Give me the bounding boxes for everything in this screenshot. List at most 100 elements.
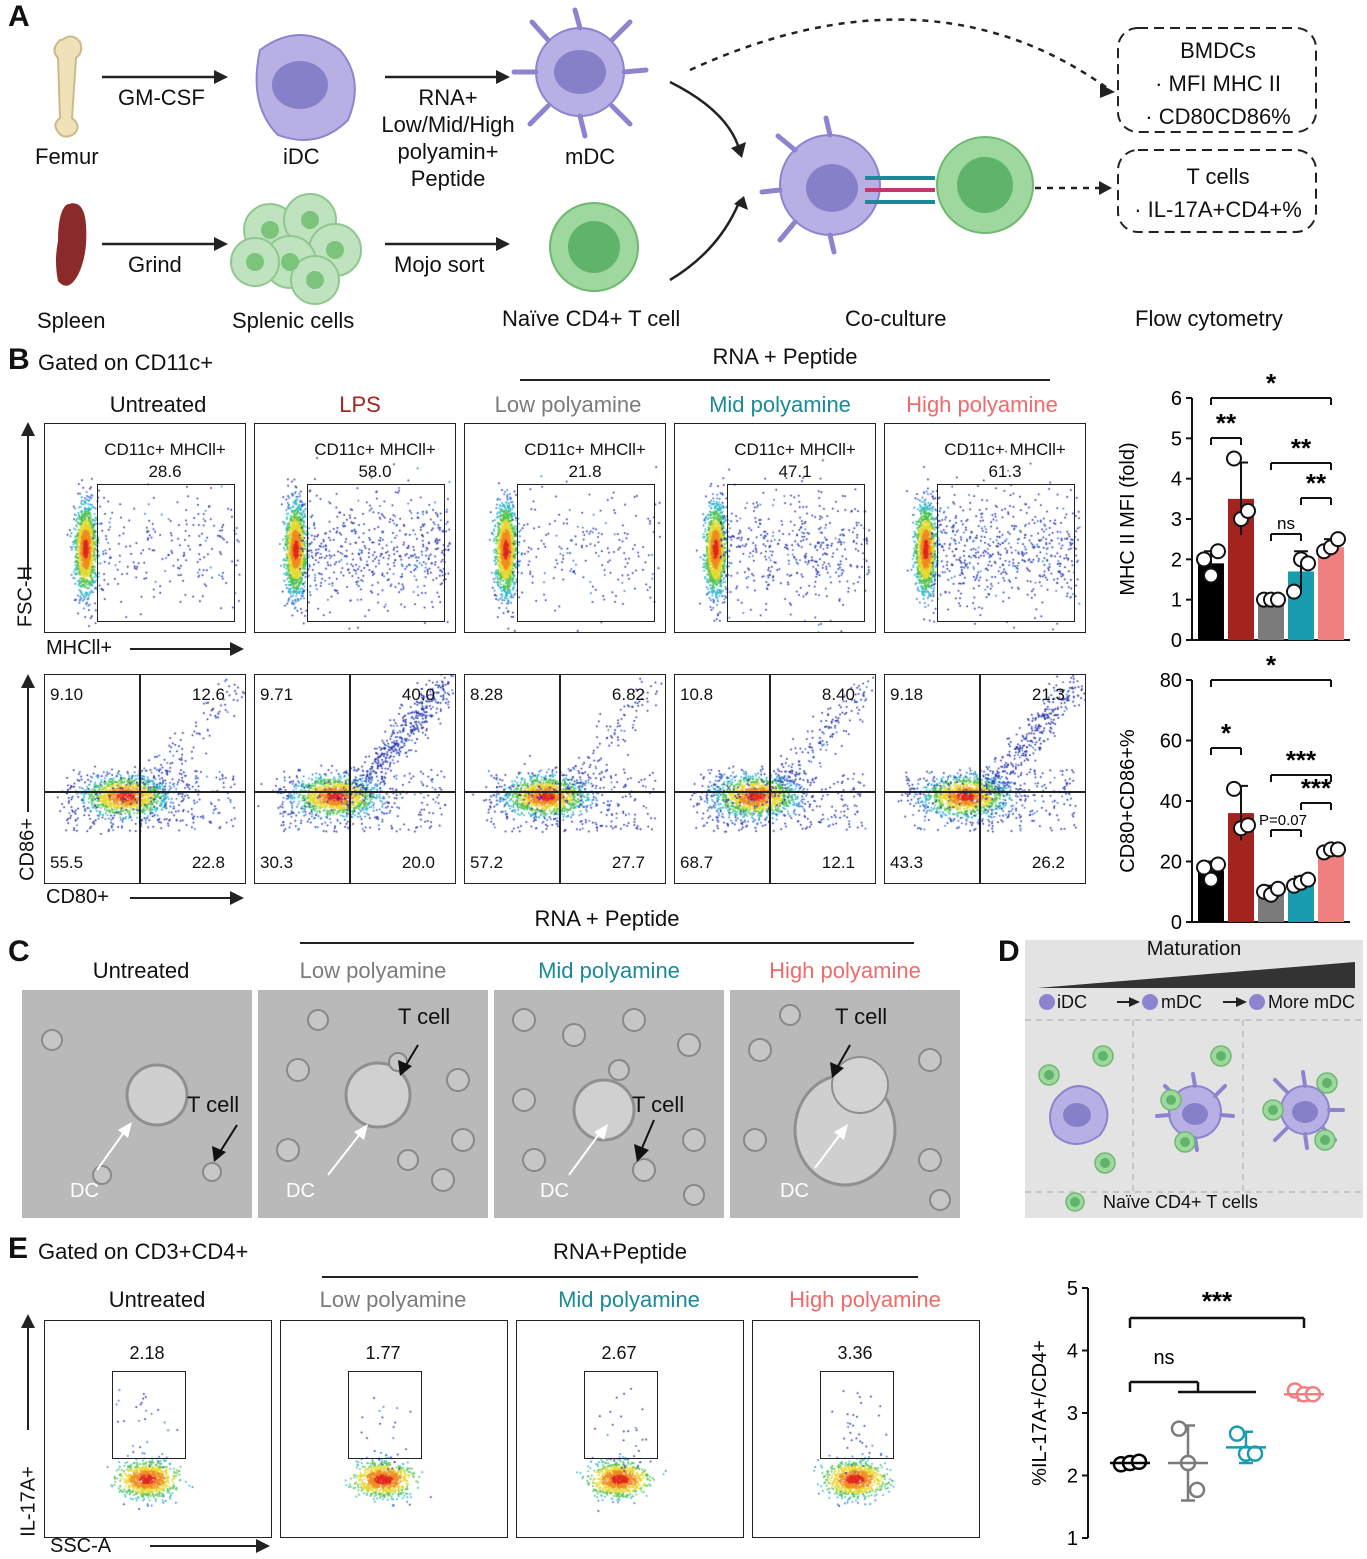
rna-peptide-header-c: RNA + Peptide xyxy=(534,906,680,931)
significance-label: *** xyxy=(1286,745,1317,775)
y-tick-label: 4 xyxy=(1171,469,1182,491)
stage-mdc: mDC xyxy=(1161,992,1202,1012)
gate-label: CD11c+ MHCll+ xyxy=(944,440,1066,459)
gmcsf-label: GM-CSF xyxy=(118,85,205,110)
coculture-label: Co-culture xyxy=(845,306,947,331)
group-untreated-e: Untreated xyxy=(108,1287,206,1312)
spleen-icon xyxy=(56,203,87,286)
significance-label: * xyxy=(1266,650,1277,680)
quadrant-vline xyxy=(139,675,141,883)
group-untreated-c: Untreated xyxy=(92,958,190,983)
q-ur: 8.40 xyxy=(821,685,855,704)
panel-label-a: A xyxy=(8,0,30,33)
data-point xyxy=(1170,1420,1188,1437)
dot-density-canvas xyxy=(465,675,665,883)
dot-density-canvas xyxy=(517,1321,743,1537)
group-low-c: Low polyamine xyxy=(299,958,447,983)
dc-label: DC xyxy=(540,1180,569,1202)
idc-icon xyxy=(255,34,356,141)
q-ul: 9.71 xyxy=(260,685,294,704)
q-ll: 30.3 xyxy=(260,853,294,872)
micrograph-high: T cell DC xyxy=(730,990,960,1218)
dot-density-canvas xyxy=(255,424,455,632)
gate-label: CD11c+ MHCll+ xyxy=(104,440,226,459)
panel-label-d: D xyxy=(998,935,1020,968)
gate-value: 1.77 xyxy=(365,1343,401,1363)
significance-label: * xyxy=(1221,718,1232,748)
mhc-plot-untreated: CD11c+ MHCll+ 28.6 xyxy=(44,423,246,633)
cd80-row-axes xyxy=(21,674,244,905)
axis-cd80-label: CD80+ xyxy=(46,886,109,908)
mhc-row-axes xyxy=(21,422,244,656)
splenic-cells-icon xyxy=(230,193,362,305)
q-lr: 26.2 xyxy=(1031,853,1065,872)
bar-high-polyamine xyxy=(1318,850,1344,922)
q-ll: 57.2 xyxy=(470,853,504,872)
y-tick-label: 1 xyxy=(1171,590,1182,612)
bar-high-polyamine xyxy=(1318,547,1344,640)
il17-plot-mid: 2.67 xyxy=(516,1320,744,1538)
group-mid-e: Mid polyamine xyxy=(558,1287,700,1312)
panel-label-b: B xyxy=(8,343,30,376)
idc-label: iDC xyxy=(283,144,320,169)
dot-density-canvas xyxy=(885,424,1085,632)
data-point xyxy=(1203,871,1219,888)
panel-a-schematic xyxy=(53,7,1317,305)
axis-cd86-label: CD86+ xyxy=(16,818,39,881)
micrograph-cells xyxy=(743,1004,951,1211)
data-point xyxy=(1188,1481,1206,1499)
cd80-plot-high: 9.18 21.3 43.3 26.2 xyxy=(884,674,1086,884)
naive-legend: Naïve CD4+ T cells xyxy=(1103,1192,1258,1212)
data-point xyxy=(1246,1445,1264,1462)
data-point xyxy=(1300,555,1316,572)
y-tick-label: 40 xyxy=(1160,791,1182,813)
gate-value: 47.1 xyxy=(778,462,812,481)
q-ur: 21.3 xyxy=(1031,685,1065,704)
data-point xyxy=(1203,567,1219,584)
axis-il17-label: IL-17A+ xyxy=(17,1466,40,1537)
bmdc-readout-box: BMDCs · MFI MHC II · CD80CD86% xyxy=(1145,38,1291,129)
dc-label: DC xyxy=(286,1180,315,1202)
mhc-plot-mid: CD11c+ MHCll+ 47.1 xyxy=(674,423,876,633)
quadrant-hline xyxy=(45,791,245,793)
data-point xyxy=(1330,531,1346,548)
data-point xyxy=(1210,543,1226,560)
q-lr: 22.8 xyxy=(191,853,225,872)
data-point xyxy=(1196,551,1212,568)
group-untreated-b: Untreated xyxy=(109,392,207,417)
dot-density-canvas xyxy=(281,1321,507,1537)
significance-label: ** xyxy=(1216,408,1237,438)
gate-label: CD11c+ MHCll+ xyxy=(734,440,856,459)
il17-plot-low: 1.77 xyxy=(280,1320,508,1538)
gate-value: 3.36 xyxy=(837,1343,873,1363)
header-rule-c xyxy=(300,942,914,944)
dot-density-canvas xyxy=(45,1321,271,1537)
micrograph-untreated: T cell DC xyxy=(22,990,252,1218)
gate-box xyxy=(97,484,235,622)
group-high-c: High polyamine xyxy=(769,958,921,983)
micrograph-low: T cell DC xyxy=(258,990,488,1218)
maturation-diagram: Maturation iDC mDC More mDC Naïve CD4+ T… xyxy=(1025,938,1363,1218)
q-lr: 12.1 xyxy=(821,853,855,872)
q-lr: 20.0 xyxy=(401,853,435,872)
tcell-label: T cell xyxy=(187,1092,240,1117)
q-ur: 12.6 xyxy=(191,685,225,704)
y-tick-label: 0 xyxy=(1171,912,1182,930)
gate-box xyxy=(584,1371,658,1459)
rna-treatment-label: RNA+ Low/Mid/High polyamin+ Peptide xyxy=(381,85,515,191)
dot-density-canvas xyxy=(885,675,1085,883)
mojo-label: Mojo sort xyxy=(394,252,485,277)
cd80-plot-lps: 9.71 40.0 30.3 20.0 xyxy=(254,674,456,884)
significance-label: P=0.07 xyxy=(1259,812,1307,829)
naive-label: Naïve CD4+ T cell xyxy=(502,306,681,331)
gate-box xyxy=(112,1371,186,1459)
tcell-label: T cell xyxy=(835,1004,888,1029)
group-mid-b: Mid polyamine xyxy=(709,392,851,417)
tcell-readout-box: T cells · IL-17A+CD4+% xyxy=(1134,164,1302,222)
group-high-b: High polyamine xyxy=(906,392,1058,417)
q-ul: 8.28 xyxy=(470,685,504,704)
data-point xyxy=(1300,871,1316,888)
q-ll: 43.3 xyxy=(890,853,924,872)
q-ll: 68.7 xyxy=(680,853,714,872)
